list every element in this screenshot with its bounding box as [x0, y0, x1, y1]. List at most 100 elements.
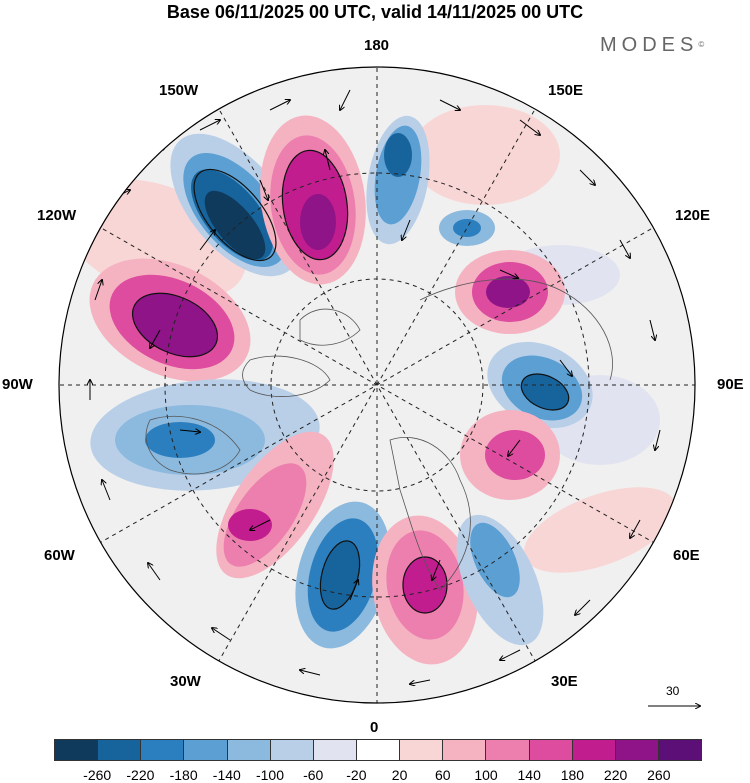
- coastline: [389, 437, 471, 591]
- wind-vector: [150, 329, 161, 348]
- colorbar: [54, 739, 702, 761]
- colorbar-swatch: [97, 740, 141, 760]
- anomaly-positive: [523, 487, 677, 573]
- anomaly-positive: [485, 430, 545, 480]
- wind-vector: [432, 559, 441, 580]
- colorbar-swatch: [485, 740, 529, 760]
- wind-vector: [259, 179, 268, 200]
- wind-vector: [199, 120, 220, 131]
- wind-vector: [499, 269, 518, 278]
- wind-vector: [325, 150, 331, 171]
- wind-vector: [649, 319, 655, 340]
- colorbar-tick-label: -60: [303, 767, 324, 783]
- wind-vector: [199, 230, 215, 251]
- colorbar-swatch: [269, 740, 313, 760]
- colorbar-swatch: [657, 740, 702, 760]
- wind-vector: [410, 679, 431, 684]
- lon-label-90w: 90W: [2, 376, 33, 393]
- wind-vector: [619, 239, 630, 258]
- anomaly-negative: [145, 422, 215, 458]
- anomaly-positive: [410, 105, 560, 205]
- wind-vector: [630, 519, 641, 538]
- lon-label-30w: 30W: [170, 673, 201, 690]
- colorbar-swatch: [226, 740, 270, 760]
- modes-logo: MODES©: [600, 34, 704, 56]
- colorbar-swatch: [140, 740, 184, 760]
- wind-vector: [500, 649, 521, 660]
- colorbar-swatch: [571, 740, 615, 760]
- wind-vector: [559, 359, 572, 376]
- colorbar-tick-label: -220: [126, 767, 155, 783]
- wind-vector: [250, 519, 271, 530]
- meridian-line: [95, 224, 659, 546]
- wind-vector: [402, 219, 411, 240]
- anomaly-negative: [521, 374, 569, 410]
- wind-vectors: [90, 89, 661, 684]
- coastlines: [145, 278, 613, 591]
- colorbar-swatch: [614, 740, 658, 760]
- coastline: [242, 355, 331, 397]
- colorbar-tick-label: 180: [560, 767, 585, 783]
- wind-vector: [575, 599, 591, 615]
- colorbar-tick-label: -20: [346, 767, 367, 783]
- colorbar-swatch: [355, 740, 400, 760]
- colorbar-swatch: [399, 740, 443, 760]
- lon-label-120w: 120W: [37, 207, 77, 224]
- coastline: [145, 415, 241, 475]
- colorbar-swatch: [183, 740, 227, 760]
- lon-label-60w: 60W: [44, 547, 75, 564]
- lon-label-150w: 150W: [159, 82, 199, 99]
- wind-vector: [508, 439, 521, 456]
- wind-vector: [439, 99, 460, 110]
- anomaly-negative: [470, 522, 520, 598]
- wind-vector: [148, 563, 161, 581]
- colorbar-swatch: [55, 740, 98, 760]
- anomaly-negative: [204, 190, 266, 260]
- wind-vector: [655, 429, 661, 450]
- reference-vector-label: 30: [666, 684, 680, 698]
- wind-vector: [579, 169, 595, 185]
- lon-label-60e: 60E: [673, 547, 700, 564]
- colorbar-tick-label: -180: [169, 767, 198, 783]
- lon-label-30e: 30E: [551, 673, 578, 690]
- colorbar-swatch: [442, 740, 486, 760]
- lon-label-120e: 120E: [675, 207, 711, 224]
- anomaly-positive: [228, 509, 272, 541]
- anomaly-positive: [300, 194, 336, 250]
- wind-vector: [269, 100, 290, 111]
- map-title: Base 06/11/2025 00 UTC, valid 14/11/2025…: [166, 2, 584, 22]
- wind-vector: [300, 670, 321, 676]
- colorbar-tick-label: 220: [603, 767, 628, 783]
- anomaly-positive: [486, 276, 530, 308]
- wind-vector: [102, 480, 111, 501]
- anomaly-field: [63, 105, 677, 665]
- colorbar-swatch: [528, 740, 572, 760]
- colorbar-tick-labels: -260 -220 -180 -140 -100 -60 -20 20 60 100 140 180 2…: [0, 767, 750, 783]
- contour-lines: [131, 149, 570, 614]
- contour-line: [131, 292, 219, 358]
- lon-label-0: 0: [370, 719, 379, 736]
- contour-line: [402, 556, 448, 614]
- colorbar-tick-label: -140: [212, 767, 241, 783]
- map-boundary: [58, 66, 696, 704]
- coastline: [299, 308, 361, 346]
- wind-vector: [94, 280, 102, 301]
- map-disc: [59, 67, 695, 703]
- lon-label-150e: 150E: [548, 82, 584, 99]
- colorbar-tick-label: -260: [83, 767, 112, 783]
- wind-vector: [340, 89, 351, 110]
- brand-text: MODES: [600, 34, 699, 56]
- colorbar-tick-label: 100: [474, 767, 498, 783]
- wind-vector: [212, 628, 231, 641]
- graticule: [59, 67, 695, 703]
- anomaly-negative: [320, 540, 360, 610]
- colorbar-tick-label: 60: [435, 767, 451, 783]
- lon-label-90e: 90E: [717, 376, 744, 393]
- brand-mark: ©: [698, 40, 705, 49]
- lon-label-180: 180: [364, 37, 390, 54]
- wind-vector: [179, 430, 200, 432]
- colorbar-tick-label: 260: [647, 767, 671, 783]
- contour-line: [520, 373, 570, 411]
- contour-line: [281, 149, 349, 261]
